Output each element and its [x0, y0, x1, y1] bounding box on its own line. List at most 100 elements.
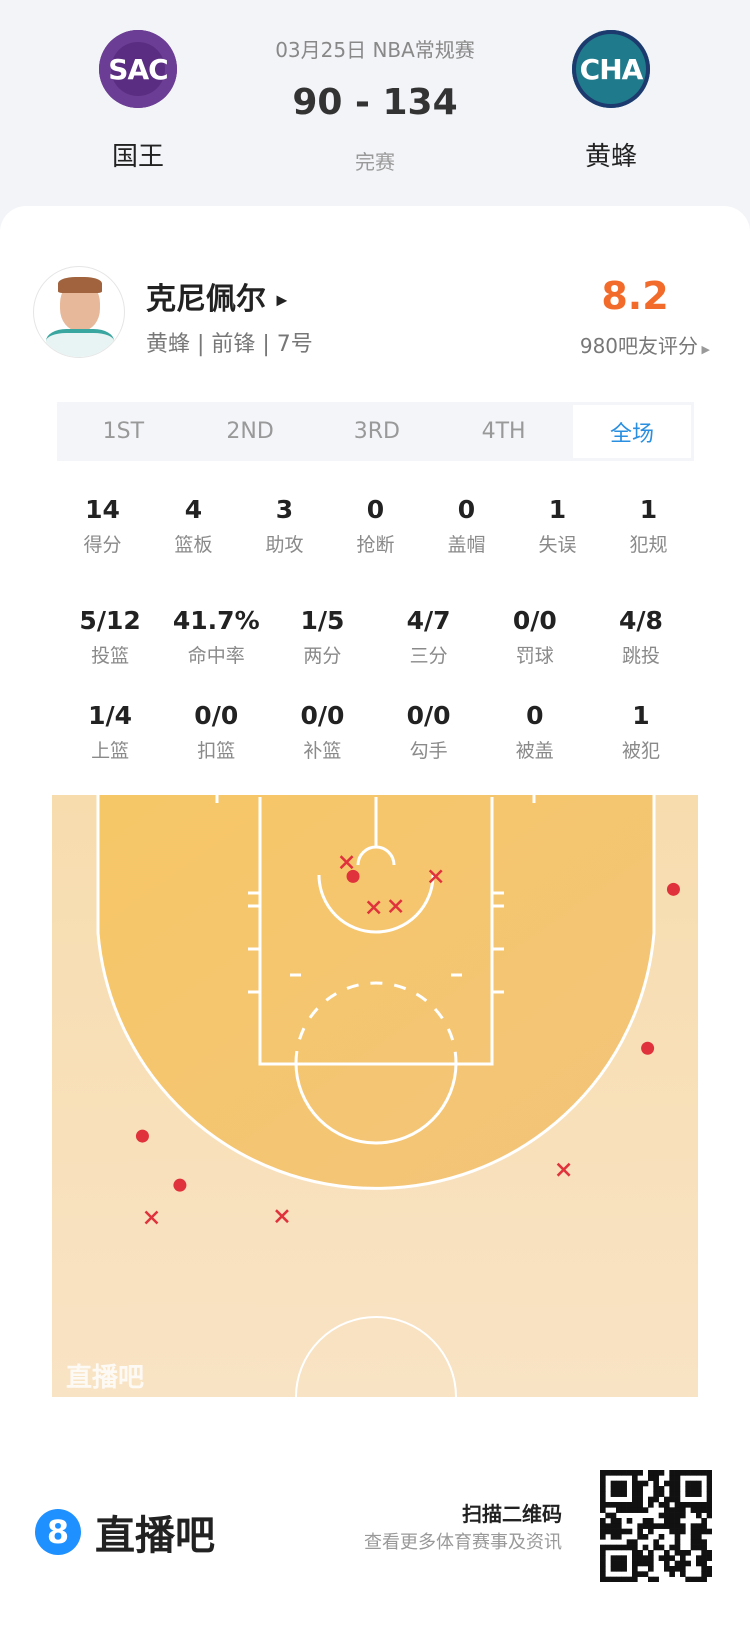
- tab-full-game[interactable]: 全场: [573, 405, 691, 458]
- stat-label: 失误: [538, 534, 577, 556]
- stat-label: 犯规: [629, 534, 668, 556]
- stat-失误: 1 失误: [512, 494, 603, 557]
- watermark-logo: 直播吧: [66, 1363, 144, 1393]
- shot-made: [135, 1129, 149, 1143]
- stat-label: 两分: [303, 645, 342, 667]
- stat-label: 罚球: [515, 645, 554, 667]
- away-team-name[interactable]: 黄蜂: [584, 142, 637, 172]
- stat-value: 14: [85, 495, 120, 524]
- period-tabs: 1ST 2ND 3RD 4TH 全场: [57, 402, 694, 461]
- stat-label: 跳投: [621, 645, 660, 667]
- stat-助攻: 3 助攻: [239, 494, 330, 557]
- stat-抢断: 0 抢断: [330, 494, 421, 557]
- stat-跳投: 4/8 跳投: [588, 605, 694, 668]
- stat-value: 1: [639, 495, 658, 524]
- stat-value: 1/5: [300, 606, 345, 635]
- stat-value: 5/12: [79, 606, 141, 635]
- shot-made: [641, 1041, 655, 1055]
- stat-value: 0: [526, 701, 544, 730]
- stat-被犯: 1 被犯: [588, 700, 694, 763]
- player-rating: 8.2: [601, 274, 669, 318]
- tab-1st[interactable]: 1ST: [102, 419, 145, 444]
- brand-logo-icon: 8: [35, 1509, 81, 1555]
- stat-label: 扣篮: [197, 740, 236, 762]
- restricted-arc: [317, 874, 435, 934]
- caret-right-icon: ▶: [276, 292, 288, 309]
- stat-投篮: 5/12 投篮: [57, 605, 163, 668]
- stat-命中率: 41.7% 命中率: [163, 605, 269, 668]
- brand-name: 直播吧: [95, 1513, 215, 1559]
- player-name-link[interactable]: 克尼佩尔 ▶: [146, 274, 287, 318]
- tab-4th[interactable]: 4TH: [481, 419, 526, 444]
- stats-row-shooting: 5/12 投篮 41.7% 命中率 1/5 两分 4/7 三分 0/0 罚球 4/8 跳投: [57, 605, 694, 668]
- stat-label: 补篮: [303, 740, 342, 762]
- stat-label: 被犯: [621, 740, 660, 762]
- stat-两分: 1/5 两分: [269, 605, 375, 668]
- away-team-abbr: CHA: [579, 52, 644, 86]
- stat-value: 1: [632, 701, 650, 730]
- tab-3rd[interactable]: 3RD: [353, 419, 400, 444]
- stat-label: 盖帽: [447, 534, 486, 556]
- qr-code[interactable]: [600, 1470, 712, 1582]
- tab-2nd[interactable]: 2ND: [226, 419, 274, 444]
- stat-value: 0: [366, 495, 385, 524]
- home-team-name[interactable]: 国王: [111, 142, 164, 172]
- stat-被盖: 0 被盖: [482, 700, 588, 763]
- shot-made: [666, 882, 680, 896]
- stat-value: 4/8: [618, 606, 663, 635]
- stat-value: 4/7: [406, 606, 451, 635]
- away-team-logo[interactable]: CHA: [572, 30, 650, 108]
- stats-row-basic: 14 得分 4 篮板 3 助攻 0 抢断 0 盖帽 1 失误 1 犯规: [57, 494, 694, 557]
- shot-made: [173, 1178, 187, 1192]
- stat-label: 得分: [83, 534, 122, 556]
- home-team-logo[interactable]: SAC: [99, 30, 177, 108]
- stat-value: 1/4: [88, 701, 133, 730]
- stat-label: 投篮: [91, 645, 130, 667]
- stat-犯规: 1 犯规: [603, 494, 694, 557]
- shot-missed: [144, 1210, 159, 1225]
- player-info: 黄蜂 | 前锋 | 7号: [146, 332, 313, 357]
- stat-label: 篮板: [174, 534, 213, 556]
- shot-made: [346, 869, 360, 883]
- brand-logo[interactable]: 8 直播吧: [35, 1503, 215, 1561]
- stats-row-shot-types: 1/4 上篮 0/0 扣篮 0/0 补篮 0/0 勾手 0 被盖 1 被犯: [57, 700, 694, 763]
- paint-lines: [258, 797, 494, 1066]
- stat-value: 0: [457, 495, 476, 524]
- qr-title: 扫描二维码: [462, 1502, 562, 1526]
- center-circle: [295, 1316, 457, 1398]
- shot-missed: [339, 855, 354, 870]
- lane-ticks: [248, 891, 504, 994]
- match-status: 完赛: [355, 150, 395, 174]
- stat-value: 0/0: [194, 701, 239, 730]
- shot-missed: [275, 1209, 289, 1224]
- stat-value: 4: [184, 495, 203, 524]
- shot-missed: [428, 869, 443, 884]
- free-throw-circle-bottom: [294, 1062, 458, 1145]
- caret-right-icon: ▶: [698, 343, 710, 356]
- stat-盖帽: 0 盖帽: [421, 494, 512, 557]
- player-name: 克尼佩尔: [146, 282, 266, 317]
- stat-value: 1: [548, 495, 567, 524]
- stat-罚球: 0/0 罚球: [482, 605, 588, 668]
- stat-得分: 14 得分: [57, 494, 148, 557]
- match-score: 90 - 134: [292, 82, 458, 123]
- rim-arc: [356, 845, 396, 866]
- rating-count: 980吧友评分: [579, 334, 699, 358]
- stat-label: 被盖: [515, 740, 554, 762]
- rating-count-link[interactable]: 980吧友评分 ▶: [580, 330, 710, 359]
- stat-三分: 4/7 三分: [376, 605, 482, 668]
- stat-label: 勾手: [409, 740, 448, 762]
- stat-value: 41.7%: [172, 606, 260, 635]
- stat-label: 助攻: [265, 534, 304, 556]
- stat-扣篮: 0/0 扣篮: [163, 700, 269, 763]
- stat-label: 抢断: [356, 534, 395, 556]
- three-point-line: [96, 795, 656, 1190]
- stat-value: 0/0: [512, 606, 557, 635]
- stat-label: 三分: [409, 645, 448, 667]
- stat-value: 0/0: [300, 701, 345, 730]
- qr-subtitle: 查看更多体育赛事及资讯: [364, 1532, 562, 1553]
- player-avatar[interactable]: [33, 266, 125, 358]
- stat-value: 3: [275, 495, 294, 524]
- shot-missed: [388, 899, 403, 913]
